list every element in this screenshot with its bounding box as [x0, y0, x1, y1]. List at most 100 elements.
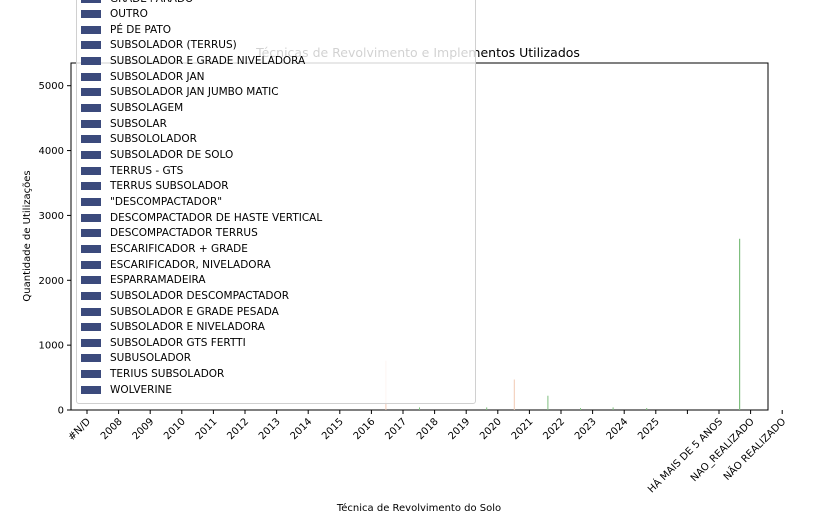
x-tick-label: 2016	[352, 416, 378, 442]
legend-label: SUBUSOLADOR	[110, 352, 192, 365]
legend: GRADE+ARADO OUTRO PÉ DE PATO SUBSOLADOR (TE…	[76, 0, 476, 404]
legend-label: SUBSOLADOR E NIVELADORA	[110, 321, 265, 334]
bar-2022	[580, 408, 581, 410]
legend-item: SUBSOLAR	[81, 116, 167, 131]
legend-item: SUBUSOLADOR	[81, 351, 191, 366]
x-tick-label: 2014	[289, 416, 315, 442]
legend-swatch	[81, 135, 101, 144]
legend-item: PÉ DE PATO	[81, 22, 171, 37]
legend-label: SUBSOLAR	[110, 117, 167, 130]
legend-item: DESCOMPACTADOR TERRUS	[81, 226, 258, 241]
legend-label: GRADE+ARADO	[110, 0, 193, 5]
legend-item: SUBSOLADOR E GRADE PESADA	[81, 304, 279, 319]
legend-label: TERRUS SUBSOLADOR	[110, 180, 229, 193]
bar-2023	[612, 407, 614, 410]
legend-label: SUBSOLADOR JAN JUMBO MATIC	[110, 86, 279, 99]
x-tick-label: 2022	[541, 416, 567, 442]
legend-label: SUBSOLADOR DESCOMPACTADOR	[110, 289, 290, 302]
legend-item: SUBSOLADOR DESCOMPACTADOR	[81, 288, 289, 303]
x-tick-label: 2025	[636, 416, 662, 442]
legend-item: OUTRO	[81, 7, 148, 22]
legend-label: SUBSOLADOR (TERRUS)	[110, 39, 237, 52]
legend-swatch	[81, 104, 101, 113]
x-tick-label: 2012	[225, 416, 251, 442]
legend-item: TERRUS - GTS	[81, 163, 183, 178]
legend-item: SUBSOLADOR E GRADE NIVELADORA	[81, 54, 305, 69]
legend-swatch	[81, 119, 101, 128]
legend-label: TERRUS - GTS	[110, 164, 184, 177]
legend-label: OUTRO	[110, 8, 148, 21]
legend-item: SUBSOLADOR E NIVELADORA	[81, 320, 265, 335]
legend-item: SUBSOLADOR JAN	[81, 69, 205, 84]
legend-item: ESPARRAMADEIRA	[81, 273, 206, 288]
legend-swatch	[81, 244, 101, 253]
legend-item: TERIUS SUBSOLADOR	[81, 367, 224, 382]
legend-item: SUBSOLADOR JAN JUMBO MATIC	[81, 85, 279, 100]
legend-label: "DESCOMPACTADOR"	[110, 195, 223, 208]
legend-label: SUBSOLADOR JAN	[110, 70, 205, 83]
x-axis: #N/D 2008 2009 2010 2011 2012 2013 2014 2015 2016…	[66, 410, 788, 495]
y-tick-label: 2000	[39, 276, 64, 287]
legend-item: DESCOMPACTADOR DE HASTE VERTICAL	[81, 210, 322, 225]
bar-2024	[646, 408, 648, 410]
legend-item: ESCARIFICADOR + GRADE	[81, 241, 248, 256]
x-tick-label: #N/D	[66, 416, 93, 443]
y-tick-label: 4000	[39, 146, 64, 157]
legend-label: SUBSOLAGEM	[110, 102, 184, 115]
legend-item: "DESCOMPACTADOR"	[81, 194, 222, 209]
legend-swatch	[81, 88, 101, 97]
legend-item: ESCARIFICADOR, NIVELADORA	[81, 257, 271, 272]
legend-swatch	[81, 229, 101, 238]
legend-swatch	[81, 338, 101, 347]
legend-swatch	[81, 260, 101, 269]
legend-swatch	[81, 25, 101, 34]
legend-swatch	[81, 323, 101, 332]
x-tick-label: 2013	[257, 416, 283, 442]
y-tick-label: 5000	[39, 81, 64, 92]
legend-label: SUBSOLADOR E GRADE PESADA	[110, 305, 279, 318]
y-tick-label: 1000	[39, 341, 64, 352]
x-tick-label: 2015	[320, 416, 346, 442]
legend-label: ESCARIFICADOR + GRADE	[110, 242, 248, 255]
x-tick-label: 2020	[478, 416, 504, 442]
legend-label: DESCOMPACTADOR DE HASTE VERTICAL	[110, 211, 323, 224]
bar-2019	[486, 407, 488, 410]
legend-swatch	[81, 354, 101, 363]
legend-item: TERRUS SUBSOLADOR	[81, 179, 229, 194]
x-tick-label: 2008	[99, 416, 125, 442]
x-tick-label: 2017	[383, 416, 409, 442]
x-tick-label: 2023	[573, 416, 599, 442]
legend-swatch	[81, 385, 101, 394]
x-tick-label: 2010	[162, 416, 188, 442]
bar-2020	[513, 379, 515, 410]
legend-swatch	[81, 151, 101, 159]
legend-item: SUBSOLADOR DE SOLO	[81, 148, 233, 163]
x-axis-label: Técnica de Revolvimento do Solo	[336, 502, 501, 514]
x-tick-label: 2021	[510, 416, 536, 442]
legend-swatch	[81, 0, 101, 3]
bar-h-mais-de-5-anos	[739, 238, 741, 410]
x-tick-label: 2009	[131, 416, 157, 442]
y-axis: 0 1000 2000 3000 4000 5000	[39, 81, 71, 417]
legend-item: SUBSOLAGEM	[81, 101, 183, 116]
legend-swatch	[81, 10, 101, 19]
legend-swatch	[81, 166, 101, 175]
legend-swatch	[81, 41, 101, 50]
legend-swatch	[81, 182, 101, 191]
legend-item: SUBSOLOLADOR	[81, 132, 197, 147]
x-tick-label: 2024	[605, 416, 631, 442]
legend-swatch	[81, 370, 101, 379]
legend-item: SUBSOLADOR GTS FERTTI	[81, 335, 246, 350]
legend-label: SUBSOLADOR GTS FERTTI	[110, 336, 246, 349]
y-axis-label: Quantidade de Utilizações	[22, 170, 33, 301]
legend-swatch	[81, 276, 101, 285]
legend-swatch	[81, 72, 101, 81]
x-tick-label: 2011	[194, 416, 220, 442]
legend-swatch	[81, 197, 101, 206]
legend-label: ESPARRAMADEIRA	[110, 274, 206, 287]
legend-swatch	[81, 57, 101, 66]
y-tick-label: 0	[58, 406, 64, 417]
bar-2017	[419, 407, 420, 410]
legend-label: PÉ DE PATO	[110, 23, 172, 36]
x-tick-label: 2018	[415, 416, 441, 442]
